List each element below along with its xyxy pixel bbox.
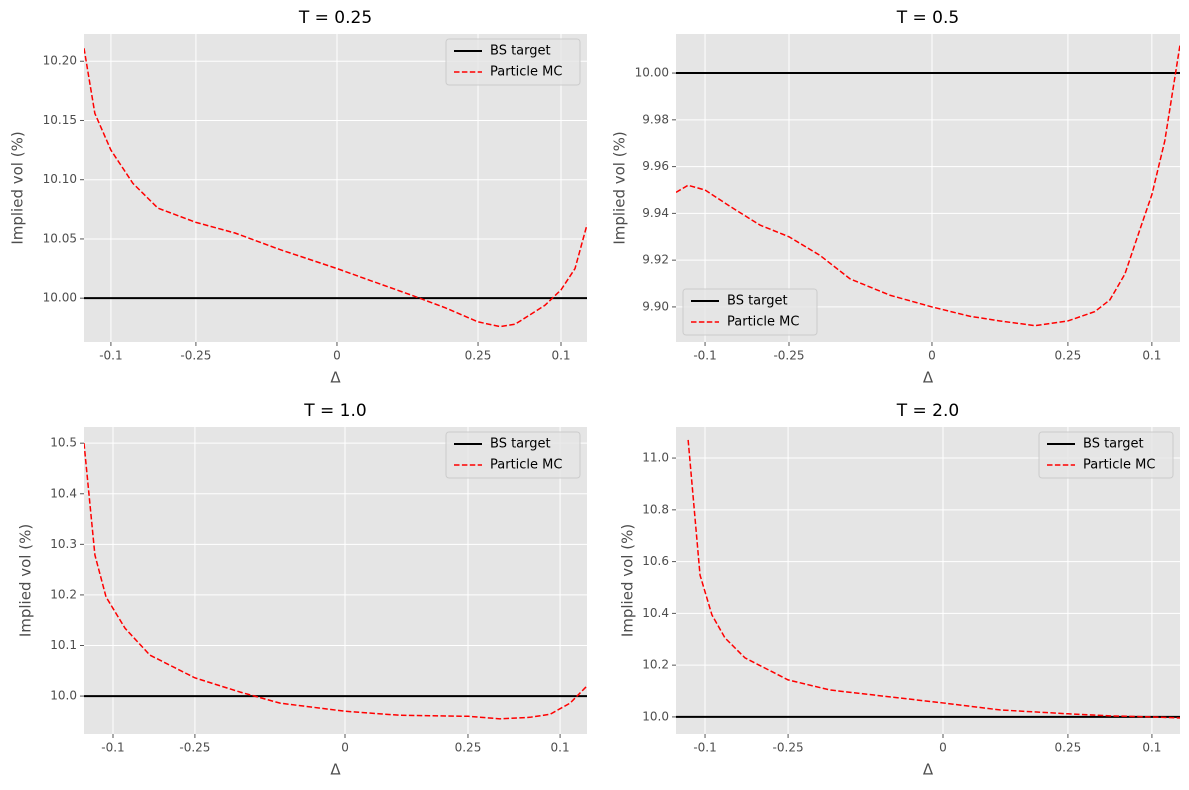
legend-label: BS target — [727, 294, 788, 309]
y-tick-label: 10.00 — [43, 291, 77, 305]
x-tick-label: -0.25 — [179, 741, 210, 755]
x-axis-label: Δ — [330, 369, 341, 387]
chart-title: T = 0.5 — [896, 8, 959, 28]
y-tick-label: 10.2 — [50, 587, 77, 601]
x-tick-label: 0.25 — [455, 741, 482, 755]
legend-label: Particle MC — [1083, 458, 1155, 473]
x-axis-label: Δ — [923, 761, 934, 779]
x-tick-label: 0.1 — [551, 741, 570, 755]
series-line — [84, 443, 587, 720]
y-axis-label: Implied vol (%) — [17, 524, 35, 637]
x-tick-label: -0.25 — [773, 349, 804, 363]
chart-title: T = 1.0 — [303, 401, 366, 421]
y-tick-label: 9.94 — [642, 206, 669, 220]
x-tick-label: 0.1 — [1142, 741, 1161, 755]
y-tick-label: 10.0 — [50, 689, 77, 703]
x-tick-label: -0.25 — [773, 741, 804, 755]
y-tick-label: 10.00 — [635, 66, 669, 80]
y-tick-label: 10.05 — [43, 231, 77, 245]
x-tick-label: -0.1 — [693, 349, 716, 363]
y-tick-label: 10.10 — [43, 172, 77, 186]
x-tick-label: 0.1 — [1142, 349, 1161, 363]
x-tick-label: 0 — [333, 349, 341, 363]
y-axis-label: Implied vol (%) — [9, 131, 27, 244]
y-tick-label: 10.5 — [50, 436, 77, 450]
legend-label: Particle MC — [727, 315, 799, 330]
chart-title: T = 0.25 — [298, 8, 372, 28]
x-tick-label: 0.1 — [551, 349, 570, 363]
y-tick-label: 10.8 — [642, 502, 669, 516]
y-tick-label: 10.3 — [50, 537, 77, 551]
legend-label: Particle MC — [490, 458, 562, 473]
y-tick-label: 10.4 — [642, 606, 669, 620]
x-tick-label: -0.1 — [693, 741, 716, 755]
x-tick-label: -0.1 — [99, 349, 122, 363]
y-tick-label: 10.1 — [50, 638, 77, 652]
y-tick-label: 10.15 — [43, 113, 77, 127]
series-line — [676, 44, 1180, 327]
series-line — [687, 439, 1180, 719]
y-axis-label: Implied vol (%) — [611, 131, 629, 244]
x-tick-label: 0 — [341, 741, 349, 755]
x-tick-label: 0 — [939, 741, 947, 755]
y-tick-label: 10.4 — [50, 486, 77, 500]
x-tick-label: 0.25 — [1055, 741, 1082, 755]
y-tick-label: 10.20 — [43, 54, 77, 68]
y-tick-label: 10.0 — [642, 709, 669, 723]
x-tick-label: 0 — [928, 349, 936, 363]
y-tick-label: 9.98 — [642, 112, 669, 126]
y-axis-label: Implied vol (%) — [619, 524, 637, 637]
x-tick-label: -0.25 — [180, 349, 211, 363]
x-tick-label: 0.25 — [465, 349, 492, 363]
legend-label: BS target — [490, 44, 551, 59]
x-tick-label: -0.1 — [101, 741, 124, 755]
legend-label: BS target — [1083, 437, 1144, 452]
x-tick-label: 0.25 — [1055, 349, 1082, 363]
x-axis-label: Δ — [923, 369, 934, 387]
y-tick-label: 10.2 — [642, 658, 669, 672]
y-tick-label: 11.0 — [642, 451, 669, 465]
series-line — [84, 48, 587, 328]
y-tick-label: 9.96 — [642, 159, 669, 173]
y-tick-label: 9.90 — [642, 299, 669, 313]
chart-title: T = 2.0 — [896, 401, 959, 421]
x-axis-label: Δ — [330, 761, 341, 779]
legend-label: Particle MC — [490, 65, 562, 80]
y-tick-label: 10.6 — [642, 554, 669, 568]
y-tick-label: 9.92 — [642, 253, 669, 267]
legend-label: BS target — [490, 437, 551, 452]
